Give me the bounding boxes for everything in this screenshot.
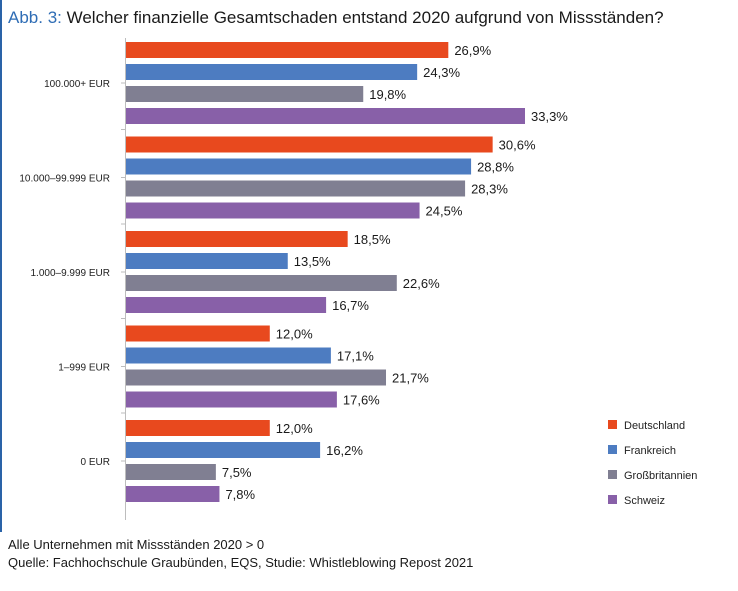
data-label: 7,5% (222, 465, 252, 480)
data-label: 24,3% (423, 65, 460, 80)
data-label: 21,7% (392, 371, 429, 386)
legend-label: Deutschland (624, 420, 685, 432)
data-label: 13,5% (294, 254, 331, 269)
data-label: 12,0% (276, 421, 313, 436)
bar (126, 136, 493, 153)
data-label: 33,3% (531, 109, 568, 124)
bar (126, 275, 397, 291)
legend-label: Schweiz (624, 495, 665, 507)
bar (126, 442, 321, 458)
bar (126, 297, 327, 313)
footnote-sample: Alle Unternehmen mit Missständen 2020 > … (8, 537, 265, 552)
bar (126, 42, 449, 58)
data-label: 28,8% (477, 160, 514, 175)
bar (126, 253, 288, 269)
bar (126, 369, 387, 386)
data-label: 17,1% (337, 349, 374, 364)
legend-swatch (608, 420, 617, 429)
data-label: 28,3% (471, 182, 508, 197)
bar (126, 347, 331, 364)
frame-border (0, 0, 2, 532)
legend-swatch (608, 445, 617, 454)
data-label: 12,0% (276, 327, 313, 342)
bar (126, 202, 420, 219)
data-label: 7,8% (225, 487, 255, 502)
bar (126, 420, 270, 436)
category-label: 1–999 EUR (58, 363, 110, 374)
data-label: 22,6% (403, 276, 440, 291)
data-label: 17,6% (343, 393, 380, 408)
title-text: Welcher finanzielle Gesamtschaden entsta… (66, 8, 664, 27)
bar (126, 391, 337, 408)
data-label: 16,2% (326, 443, 363, 458)
data-label: 24,5% (426, 204, 463, 219)
category-label: 0 EUR (81, 457, 110, 468)
bar (126, 325, 270, 342)
legend-swatch (608, 470, 617, 479)
bar (126, 108, 525, 124)
bar (126, 180, 466, 197)
data-label: 30,6% (499, 138, 536, 153)
data-label: 18,5% (354, 232, 391, 247)
data-label: 19,8% (369, 87, 406, 102)
figure-label: Abb. 3: (8, 8, 62, 27)
chart-title: Abb. 3: Welcher finanzielle Gesamtschade… (8, 8, 664, 28)
bar (126, 231, 348, 247)
legend-label: Frankreich (624, 445, 676, 457)
data-label: 26,9% (454, 43, 491, 58)
bar (126, 158, 472, 175)
legend-swatch (608, 495, 617, 504)
bar (126, 464, 216, 480)
footnote-source: Quelle: Fachhochschule Graubünden, EQS, … (8, 555, 474, 570)
category-label: 1.000–9.999 EUR (30, 268, 110, 279)
data-label: 16,7% (332, 298, 369, 313)
legend-label: Großbritannien (624, 470, 697, 482)
category-label: 10.000–99.999 EUR (19, 174, 110, 185)
bar (126, 86, 364, 102)
category-label: 100.000+ EUR (44, 79, 110, 90)
bar (126, 64, 418, 80)
bar (126, 486, 220, 502)
